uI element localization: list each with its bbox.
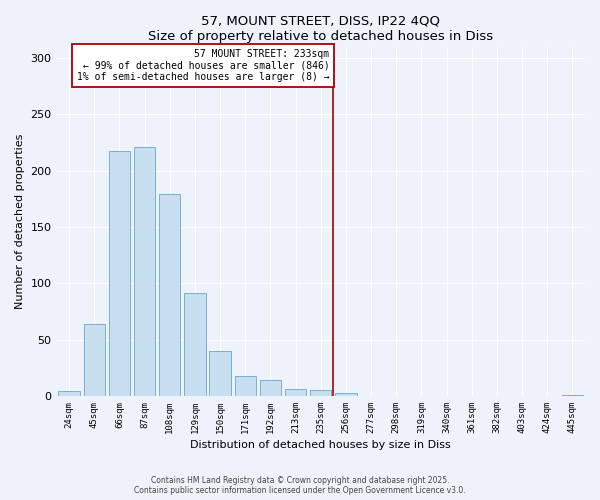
Text: Contains HM Land Registry data © Crown copyright and database right 2025.
Contai: Contains HM Land Registry data © Crown c… (134, 476, 466, 495)
Bar (285, 389, 307, 396)
Text: 57 MOUNT STREET: 233sqm
← 99% of detached houses are smaller (846)
1% of semi-de: 57 MOUNT STREET: 233sqm ← 99% of detache… (77, 49, 329, 82)
Bar (109, 150, 130, 396)
Bar (260, 380, 281, 396)
Y-axis label: Number of detached properties: Number of detached properties (15, 134, 25, 309)
Bar (310, 390, 331, 396)
Bar (235, 376, 256, 396)
Bar (562, 395, 583, 396)
Bar (134, 147, 155, 396)
Bar (335, 392, 356, 396)
Bar (58, 392, 80, 396)
Bar (209, 351, 231, 396)
X-axis label: Distribution of detached houses by size in Diss: Distribution of detached houses by size … (190, 440, 451, 450)
Bar (184, 294, 206, 396)
Bar (83, 324, 105, 396)
Title: 57, MOUNT STREET, DISS, IP22 4QQ
Size of property relative to detached houses in: 57, MOUNT STREET, DISS, IP22 4QQ Size of… (148, 15, 493, 43)
Bar (159, 194, 181, 396)
